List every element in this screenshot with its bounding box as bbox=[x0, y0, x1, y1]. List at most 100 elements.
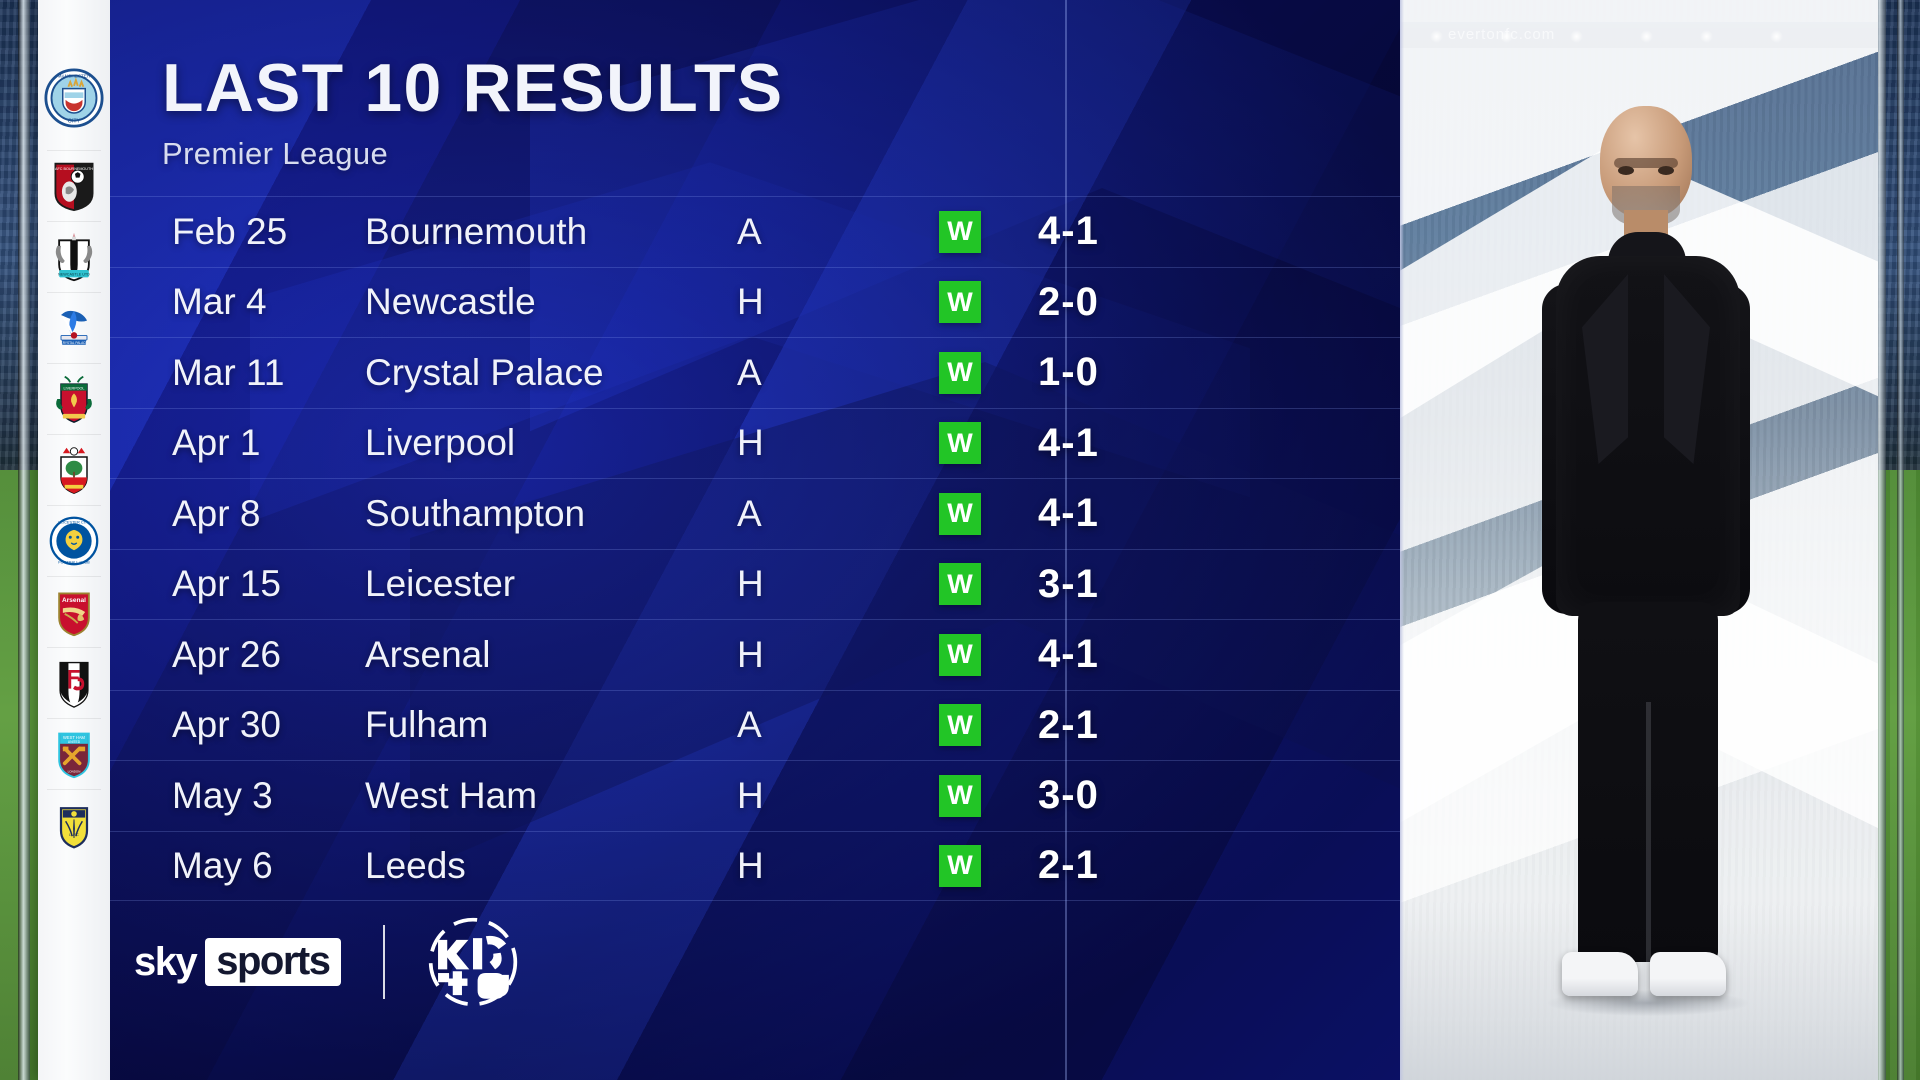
table-row[interactable]: Mar 11 Crystal Palace A W 1-0 bbox=[110, 337, 1400, 408]
result-opponent: Newcastle bbox=[365, 281, 536, 323]
column-divider bbox=[1065, 0, 1067, 1080]
result-venue: H bbox=[737, 774, 764, 816]
result-date: Mar 11 bbox=[172, 351, 285, 393]
table-row[interactable]: Apr 1 Liverpool H W 4-1 bbox=[110, 407, 1400, 479]
figure-jacket bbox=[1556, 256, 1740, 616]
sidebar-item-manchester-city[interactable]: MANCHESTER CITY bbox=[38, 46, 110, 150]
table-row[interactable]: Feb 25 Bournemouth A W 4-1 bbox=[110, 196, 1400, 267]
result-outcome-cell: W bbox=[900, 774, 1020, 817]
result-outcome-cell: W bbox=[900, 210, 1020, 253]
status-badge: W bbox=[939, 210, 981, 253]
result-venue: H bbox=[737, 281, 764, 323]
svg-text:LUFC: LUFC bbox=[69, 833, 79, 837]
sidebar-crest-liverpool[interactable]: LIVERPOOL bbox=[38, 363, 110, 434]
sidebar-crest-newcastle[interactable]: NEWCASTLE UTD bbox=[38, 221, 110, 292]
figure-eye-left bbox=[1618, 166, 1634, 175]
figure-shoe-left bbox=[1562, 952, 1638, 996]
bournemouth-crest: AFC BOURNEMOUTH bbox=[54, 162, 94, 211]
svg-text:AFC BOURNEMOUTH: AFC BOURNEMOUTH bbox=[55, 167, 93, 171]
result-opponent: Leeds bbox=[365, 844, 466, 886]
status-badge: W bbox=[939, 281, 981, 324]
svg-text:CRYSTAL PALACE: CRYSTAL PALACE bbox=[60, 340, 87, 344]
result-outcome-cell: W bbox=[900, 704, 1020, 747]
status-badge: W bbox=[939, 704, 981, 747]
table-row[interactable]: Apr 26 Arsenal H W 4-1 bbox=[110, 619, 1400, 690]
result-outcome-cell: W bbox=[900, 422, 1020, 465]
sidebar-crest-bournemouth[interactable]: AFC BOURNEMOUTH bbox=[38, 150, 110, 221]
results-panel: LAST 10 RESULTS Premier League Feb 25 Bou… bbox=[110, 0, 1400, 1080]
status-badge: W bbox=[939, 844, 981, 887]
result-outcome-cell: W bbox=[900, 492, 1020, 535]
result-opponent: Bournemouth bbox=[365, 210, 588, 252]
footer-logos: sky sports bbox=[134, 916, 519, 1008]
page-title: LAST 10 RESULTS bbox=[162, 50, 784, 126]
svg-text:WEST HAM: WEST HAM bbox=[63, 735, 86, 740]
leeds-crest: LUFC bbox=[59, 806, 89, 848]
sky-wordmark: sky bbox=[134, 940, 198, 984]
table-row[interactable]: May 6 Leeds H W 2-1 bbox=[110, 830, 1400, 901]
results-table: Feb 25 Bournemouth A W 4-1 Mar 4 Newcastle H W 2-… bbox=[110, 196, 1400, 901]
result-date: May 3 bbox=[172, 774, 273, 816]
result-score: 4-1 bbox=[1038, 491, 1099, 536]
sports-wordmark: sports bbox=[216, 939, 331, 983]
figure-brow bbox=[1614, 158, 1678, 168]
result-score: 4-1 bbox=[1038, 632, 1099, 677]
sidebar-crest-southampton[interactable] bbox=[38, 434, 110, 505]
table-row[interactable]: Mar 4 Newcastle H W 2-0 bbox=[110, 266, 1400, 338]
sidebar-crest-fulham[interactable] bbox=[38, 647, 110, 718]
result-opponent: Liverpool bbox=[365, 422, 516, 464]
figure-eye-right bbox=[1658, 166, 1674, 175]
figure-trousers bbox=[1578, 602, 1718, 962]
result-outcome-cell: W bbox=[900, 633, 1020, 676]
result-outcome-cell: W bbox=[900, 281, 1020, 324]
result-score: 2-0 bbox=[1038, 279, 1099, 324]
result-outcome-cell: W bbox=[900, 844, 1020, 887]
result-venue: A bbox=[737, 351, 762, 393]
sky-sports-logo: sky sports bbox=[134, 938, 341, 986]
result-venue: H bbox=[737, 844, 764, 886]
table-row[interactable]: May 3 West Ham H W 3-0 bbox=[110, 760, 1400, 831]
result-venue: A bbox=[737, 704, 762, 746]
result-score: 2-1 bbox=[1038, 843, 1099, 888]
panel-header: LAST 10 RESULTS Premier League bbox=[162, 54, 783, 172]
result-score: 4-1 bbox=[1038, 420, 1099, 465]
status-badge: W bbox=[939, 492, 981, 535]
result-opponent: Crystal Palace bbox=[365, 351, 604, 393]
arsenal-crest: Arsenal bbox=[58, 592, 90, 636]
svg-text:Arsenal: Arsenal bbox=[62, 596, 86, 603]
liverpool-crest: LIVERPOOL bbox=[56, 375, 92, 423]
result-date: Apr 30 bbox=[172, 704, 282, 746]
result-venue: H bbox=[737, 422, 764, 464]
svg-text:LONDON: LONDON bbox=[68, 769, 81, 773]
kick-it-out-logo bbox=[428, 917, 517, 1007]
result-date: Apr 15 bbox=[172, 563, 282, 605]
logo-divider bbox=[382, 925, 385, 999]
sidebar-crest-arsenal[interactable]: Arsenal bbox=[38, 576, 110, 647]
status-badge: W bbox=[939, 422, 981, 465]
result-score: 1-0 bbox=[1038, 350, 1099, 395]
panel-vignette bbox=[110, 0, 1400, 1080]
table-row[interactable]: Apr 15 Leicester H W 3-1 bbox=[110, 548, 1400, 620]
svg-text:MANCHESTER: MANCHESTER bbox=[58, 73, 91, 78]
result-outcome-cell: W bbox=[900, 563, 1020, 606]
table-row[interactable]: Apr 8 Southampton A W 4-1 bbox=[110, 478, 1400, 549]
result-opponent: Southampton bbox=[365, 492, 586, 534]
stadium-post-left bbox=[18, 0, 30, 1080]
west-ham-crest: WEST HAM UNITED LONDON bbox=[58, 732, 90, 778]
result-venue: A bbox=[737, 210, 762, 252]
result-date: Mar 4 bbox=[172, 281, 267, 323]
sidebar-crest-leicester[interactable]: LEICESTER CITY FOOTBALL CLUB bbox=[38, 505, 110, 576]
figure-leg-split bbox=[1646, 702, 1651, 962]
sidebar-crest-west-ham[interactable]: WEST HAM UNITED LONDON bbox=[38, 718, 110, 789]
result-score: 4-1 bbox=[1038, 209, 1099, 254]
sidebar-crest-leeds[interactable]: LUFC bbox=[38, 789, 110, 860]
result-date: May 6 bbox=[172, 844, 273, 886]
table-row[interactable]: Apr 30 Fulham A W 2-1 bbox=[110, 689, 1400, 761]
result-score: 3-1 bbox=[1038, 561, 1099, 606]
sidebar-crest-crystal-palace[interactable]: CRYSTAL PALACE bbox=[38, 292, 110, 363]
newcastle-crest: NEWCASTLE UTD bbox=[55, 232, 93, 281]
manager-photo-panel: evertonfc.com bbox=[1400, 0, 1878, 1080]
result-outcome-cell: W bbox=[900, 351, 1020, 394]
crest-sidebar: MANCHESTER CITY AFC BOURNEMOUTH bbox=[38, 0, 110, 1080]
